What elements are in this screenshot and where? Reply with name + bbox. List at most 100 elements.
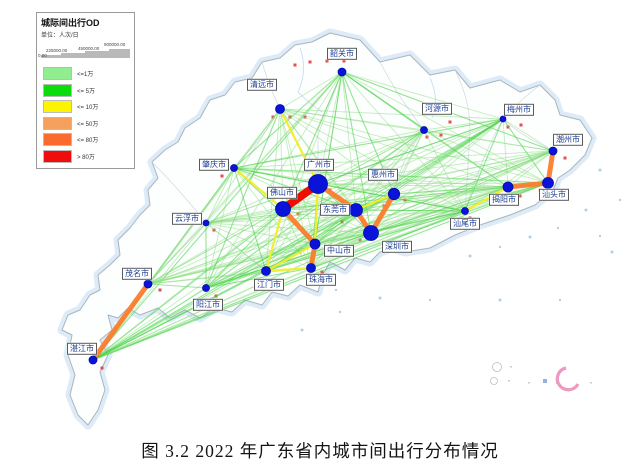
- od-link-green: [279, 71, 343, 110]
- legend-class-row: > 80万: [37, 148, 134, 164]
- od-link-yellow: [265, 243, 316, 272]
- city-dot-江门市: [261, 266, 271, 276]
- island: [598, 234, 602, 238]
- od-link-green: [355, 186, 509, 211]
- city-dot-韶关市: [337, 67, 347, 77]
- od-link-green: [205, 270, 267, 289]
- od-link-green: [265, 71, 343, 272]
- od-link-green: [279, 108, 504, 120]
- od-link-green: [314, 232, 372, 245]
- od-link-green: [317, 183, 395, 195]
- legend-class-row: <=1万: [37, 65, 134, 81]
- od-link-green: [282, 71, 343, 210]
- poi-marker: [308, 60, 312, 64]
- scale-bar-segment: [61, 53, 85, 58]
- island: [584, 208, 588, 212]
- od-link-yellow: [265, 266, 312, 273]
- poi-marker: [271, 115, 275, 119]
- city-dot-珠海市: [306, 263, 316, 273]
- island: [558, 298, 562, 302]
- od-link-green: [265, 232, 372, 272]
- island: [468, 254, 472, 258]
- od-link-green: [205, 71, 343, 224]
- legend-swatch: [43, 83, 72, 97]
- od-link-green: [92, 287, 207, 361]
- scale-bar-segment: [41, 55, 61, 58]
- map-canvas: [57, 28, 622, 430]
- od-link-yellow: [264, 208, 285, 272]
- od-link-green: [92, 118, 504, 361]
- od-link-green: [423, 129, 466, 212]
- od-link-green: [423, 129, 554, 152]
- legend-swatch: [43, 67, 72, 80]
- map-symbol-circle: [492, 362, 502, 372]
- river: [297, 47, 323, 113]
- od-link-green: [317, 150, 554, 185]
- od-link-green: [502, 118, 549, 184]
- city-dot-深圳市: [363, 225, 379, 241]
- od-link-green: [147, 270, 267, 285]
- poi-marker: [303, 115, 307, 119]
- od-link-green: [423, 118, 504, 131]
- legend-swatch: [43, 133, 72, 146]
- island: [528, 235, 532, 239]
- od-link-green: [205, 193, 395, 224]
- od-link-green: [279, 108, 509, 188]
- legend-class-label: > 80万: [77, 154, 95, 161]
- poi-marker: [425, 135, 429, 139]
- poi-marker: [448, 120, 452, 124]
- legend-unit: 单位：人次/日: [41, 33, 79, 39]
- od-link-green: [92, 182, 549, 361]
- od-link-green: [205, 209, 357, 289]
- poi-marker: [293, 63, 297, 67]
- city-dot-梅州市: [499, 115, 507, 123]
- city-dot-佛山市: [275, 201, 291, 217]
- poi-marker: [220, 174, 224, 178]
- od-link-green: [282, 193, 395, 210]
- od-link-green: [233, 118, 504, 169]
- od-link-green: [314, 186, 509, 245]
- city-dot-汕尾市: [461, 207, 469, 215]
- city-dot-惠州市: [387, 187, 401, 201]
- od-link-green: [317, 183, 509, 188]
- island: [618, 198, 622, 202]
- city-dot-中山市: [309, 238, 321, 250]
- poi-marker: [158, 288, 162, 292]
- scale-bar-segment: [109, 49, 130, 58]
- od-link-green: [92, 208, 284, 361]
- od-link-yellow: [464, 186, 509, 212]
- island: [610, 250, 614, 254]
- poi-marker: [518, 194, 522, 198]
- od-link-green: [341, 71, 504, 120]
- city-dot-肇庆市: [230, 164, 238, 172]
- cyclone-icon: [555, 366, 580, 392]
- od-link-green: [317, 118, 504, 185]
- od-link-green: [317, 129, 425, 185]
- od-link-orange: [90, 282, 151, 362]
- od-link-green: [464, 118, 504, 212]
- scale-tick-label: 0.00: [38, 53, 47, 58]
- scale-tick-label: 450000.00: [78, 46, 100, 51]
- od-link-green: [233, 167, 319, 185]
- poi-marker: [563, 156, 567, 160]
- legend-class-label: <= 50万: [77, 121, 99, 128]
- od-link-green: [314, 210, 466, 245]
- od-link-green: [205, 167, 235, 224]
- poi-marker: [439, 133, 443, 137]
- legend-swatch: [43, 100, 72, 113]
- island: [498, 298, 502, 302]
- poi-marker: [212, 228, 216, 232]
- od-link-green: [282, 208, 312, 269]
- map-symbol-mark: [508, 380, 510, 382]
- od-link-green: [233, 167, 267, 272]
- legend-title: 城际间出行OD: [41, 18, 100, 28]
- od-link-yellow: [313, 183, 320, 245]
- poi-marker: [468, 216, 472, 220]
- od-link-green: [205, 222, 267, 272]
- od-link-green: [233, 129, 425, 169]
- city-dot-云浮市: [202, 219, 210, 227]
- od-link-green: [355, 209, 466, 212]
- od-link-green: [205, 267, 312, 289]
- od-link-green: [502, 118, 509, 188]
- od-link-orange: [507, 180, 549, 190]
